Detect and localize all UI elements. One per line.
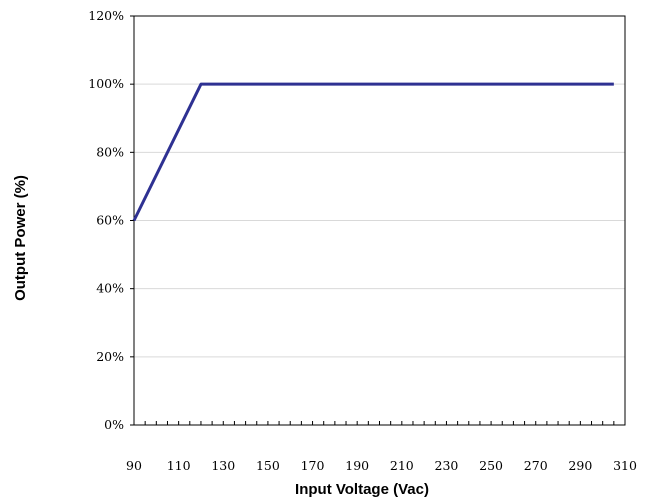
y-tick-label: 0%: [104, 417, 124, 432]
y-tick-label: 100%: [88, 76, 124, 91]
gridlines: [134, 83, 625, 358]
x-tick-label: 250: [479, 458, 503, 473]
x-tick-label: 230: [435, 458, 459, 473]
y-tick-label: 120%: [88, 8, 124, 23]
y-tick-label: 80%: [96, 144, 124, 159]
x-tick-label: 90: [126, 458, 142, 473]
x-axis-title: Input Voltage (Vac): [295, 481, 429, 498]
x-tick-label: 210: [390, 458, 414, 473]
x-tick-label: 270: [524, 458, 548, 473]
x-tick-label: 190: [345, 458, 369, 473]
x-tick-labels: 90 110 130 150 170 190 210 230 250 270 290 310: [126, 458, 637, 473]
x-tick-label: 150: [256, 458, 280, 473]
series-line-0: [132, 82, 614, 222]
y-tick-labels: 0% 20% 40% 60% 80% 100% 120%: [88, 8, 124, 432]
x-tick-label: 130: [211, 458, 235, 473]
y-tick-label: 20%: [96, 349, 124, 364]
x-tick-label: 170: [301, 458, 325, 473]
y-tick-label: 60%: [96, 213, 124, 228]
series: [132, 82, 614, 222]
x-tick-label: 110: [167, 458, 191, 473]
x-tick-label: 290: [568, 458, 592, 473]
y-tick-label: 40%: [96, 281, 124, 296]
x-tick-label: 310: [613, 458, 637, 473]
y-axis-title: Output Power (%): [12, 175, 29, 301]
